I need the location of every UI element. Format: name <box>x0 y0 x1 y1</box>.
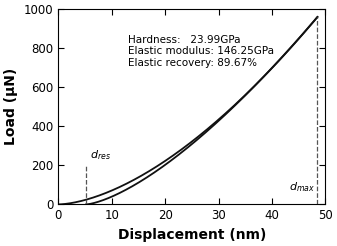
Text: $d_{max}$: $d_{max}$ <box>289 180 315 194</box>
Y-axis label: Load (μN): Load (μN) <box>4 68 18 145</box>
Text: Hardness:   23.99GPa
Elastic modulus: 146.25GPa
Elastic recovery: 89.67%: Hardness: 23.99GPa Elastic modulus: 146.… <box>128 34 274 68</box>
X-axis label: Displacement (nm): Displacement (nm) <box>118 228 266 242</box>
Text: $d_{res}$: $d_{res}$ <box>90 149 111 162</box>
